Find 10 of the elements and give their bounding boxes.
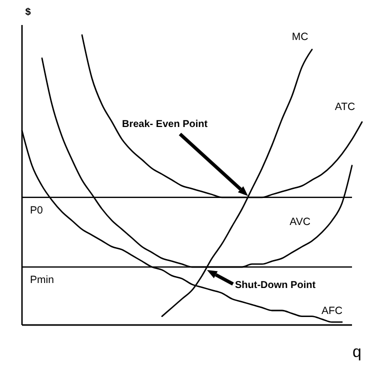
series-label: AFC — [322, 305, 343, 317]
annotation: Break- Even Point — [122, 119, 208, 130]
series-label: AVC — [290, 216, 311, 228]
annotation: Shut-Down Point — [235, 280, 316, 291]
series-label: MC — [292, 31, 309, 43]
ref-line-label: Pmin — [30, 274, 54, 286]
series-label: ATC — [334, 101, 356, 113]
ref-line-label: P0 — [30, 204, 44, 216]
x-axis-title: q — [352, 344, 362, 361]
y-axis-title: $ — [25, 7, 32, 18]
